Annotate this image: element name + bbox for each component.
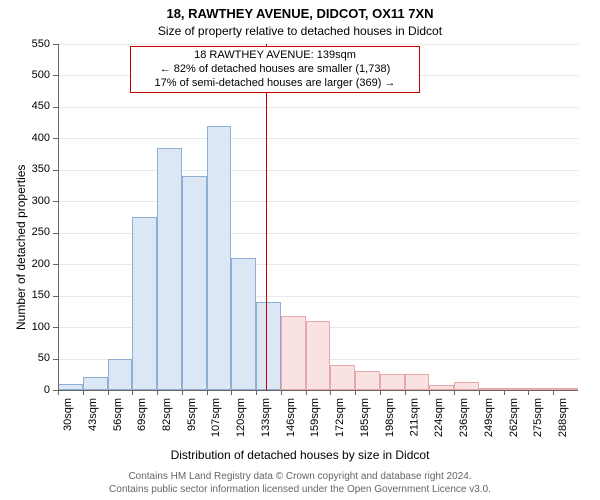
x-tick-label: 30sqm [62, 398, 74, 431]
y-tick-label: 450 [22, 100, 50, 112]
histogram-bar [405, 374, 430, 390]
annotation-box: 18 RAWTHEY AVENUE: 139sqm← 82% of detach… [130, 46, 420, 93]
gridline [58, 170, 578, 171]
x-tick-label: 159sqm [310, 398, 322, 437]
annotation-line-2: ← 82% of detached houses are smaller (1,… [135, 63, 415, 77]
histogram-bar [281, 316, 306, 390]
gridline [58, 138, 578, 139]
x-tick-label: 198sqm [384, 398, 396, 437]
annotation-line-1: 18 RAWTHEY AVENUE: 139sqm [135, 49, 415, 63]
histogram-bar [256, 302, 281, 390]
histogram-bar [330, 365, 355, 390]
y-tick-label: 500 [22, 69, 50, 81]
footer-line-1: Contains HM Land Registry data © Crown c… [0, 471, 600, 484]
histogram-bar [355, 371, 380, 390]
x-tick-label: 288sqm [557, 398, 569, 437]
x-tick-label: 56sqm [112, 398, 124, 431]
gridline [58, 201, 578, 202]
y-tick-label: 50 [22, 352, 50, 364]
x-tick-label: 95sqm [186, 398, 198, 431]
histogram-bar [132, 217, 157, 390]
histogram-bar [454, 382, 479, 390]
x-tick-label: 146sqm [285, 398, 297, 437]
x-tick-label: 249sqm [483, 398, 495, 437]
footer-line-2: Contains public sector information licen… [0, 484, 600, 497]
footer-attribution: Contains HM Land Registry data © Crown c… [0, 471, 600, 496]
histogram-bar [182, 176, 207, 390]
x-tick-label: 120sqm [235, 398, 247, 437]
x-tick-label: 275sqm [532, 398, 544, 437]
histogram-bar [157, 148, 182, 390]
x-tick-label: 185sqm [359, 398, 371, 437]
x-tick-label: 172sqm [334, 398, 346, 437]
annotation-line-3: 17% of semi-detached houses are larger (… [135, 77, 415, 91]
plot-area: 05010015020025030035040045050055030sqm43… [58, 44, 578, 390]
histogram-bar [207, 126, 232, 390]
gridline [58, 44, 578, 45]
x-tick-label: 262sqm [508, 398, 520, 437]
marker-line [266, 44, 267, 390]
x-tick-label: 107sqm [211, 398, 223, 437]
x-tick-label: 236sqm [458, 398, 470, 437]
y-tick-label: 550 [22, 38, 50, 50]
y-tick-label: 100 [22, 321, 50, 333]
x-axis-line [58, 390, 578, 391]
y-tick-label: 250 [22, 226, 50, 238]
chart-subtitle: Size of property relative to detached ho… [0, 24, 600, 38]
y-tick-label: 400 [22, 132, 50, 144]
x-tick-label: 224sqm [433, 398, 445, 437]
y-tick-label: 300 [22, 195, 50, 207]
histogram-bar [83, 377, 108, 390]
x-tick-label: 211sqm [409, 398, 421, 436]
histogram-bar [108, 359, 133, 390]
gridline [58, 107, 578, 108]
x-tick-label: 133sqm [260, 398, 272, 437]
y-axis-line [58, 44, 59, 390]
histogram-bar [306, 321, 331, 390]
chart-title: 18, RAWTHEY AVENUE, DIDCOT, OX11 7XN [0, 6, 600, 21]
y-tick-label: 350 [22, 163, 50, 175]
x-axis-label: Distribution of detached houses by size … [0, 448, 600, 462]
x-tick-label: 82sqm [161, 398, 173, 431]
histogram-bar [231, 258, 256, 390]
x-tick-label: 43sqm [87, 398, 99, 431]
y-axis-label: Number of detached properties [14, 165, 28, 330]
y-tick-label: 200 [22, 258, 50, 270]
histogram-bar [380, 374, 405, 390]
y-tick-label: 150 [22, 289, 50, 301]
x-tick-label: 69sqm [136, 398, 148, 431]
y-tick-label: 0 [22, 384, 50, 396]
